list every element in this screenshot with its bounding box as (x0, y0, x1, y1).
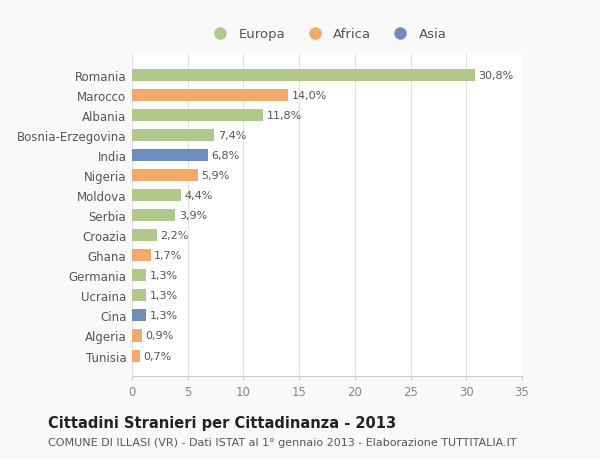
Text: 0,7%: 0,7% (143, 351, 172, 361)
Text: 1,3%: 1,3% (150, 311, 178, 321)
Bar (132, 350, 140, 362)
Text: COMUNE DI ILLASI (VR) - Dati ISTAT al 1° gennaio 2013 - Elaborazione TUTTITALIA.: COMUNE DI ILLASI (VR) - Dati ISTAT al 1°… (48, 437, 517, 447)
Legend: Europa, Africa, Asia: Europa, Africa, Asia (202, 23, 452, 47)
Text: 5,9%: 5,9% (201, 171, 229, 181)
Bar (132, 270, 146, 282)
Bar (132, 90, 288, 102)
Bar (132, 250, 151, 262)
Bar (132, 190, 181, 202)
Text: Cittadini Stranieri per Cittadinanza - 2013: Cittadini Stranieri per Cittadinanza - 2… (48, 415, 396, 431)
Bar (132, 330, 142, 342)
Text: 14,0%: 14,0% (292, 91, 326, 101)
Bar (132, 310, 146, 322)
Bar (132, 230, 157, 242)
Text: 0,9%: 0,9% (145, 331, 173, 341)
Text: 7,4%: 7,4% (218, 131, 246, 141)
Bar (132, 110, 263, 122)
Text: 30,8%: 30,8% (479, 71, 514, 81)
Bar (132, 130, 214, 142)
Text: 4,4%: 4,4% (184, 191, 213, 201)
Text: 6,8%: 6,8% (211, 151, 239, 161)
Text: 1,3%: 1,3% (150, 271, 178, 281)
Text: 3,9%: 3,9% (179, 211, 207, 221)
Bar (132, 170, 198, 182)
Bar (132, 290, 146, 302)
Bar (132, 70, 475, 82)
Bar (132, 210, 175, 222)
Text: 11,8%: 11,8% (267, 111, 302, 121)
Bar (132, 150, 208, 162)
Text: 1,7%: 1,7% (154, 251, 182, 261)
Text: 2,2%: 2,2% (160, 231, 188, 241)
Text: 1,3%: 1,3% (150, 291, 178, 301)
